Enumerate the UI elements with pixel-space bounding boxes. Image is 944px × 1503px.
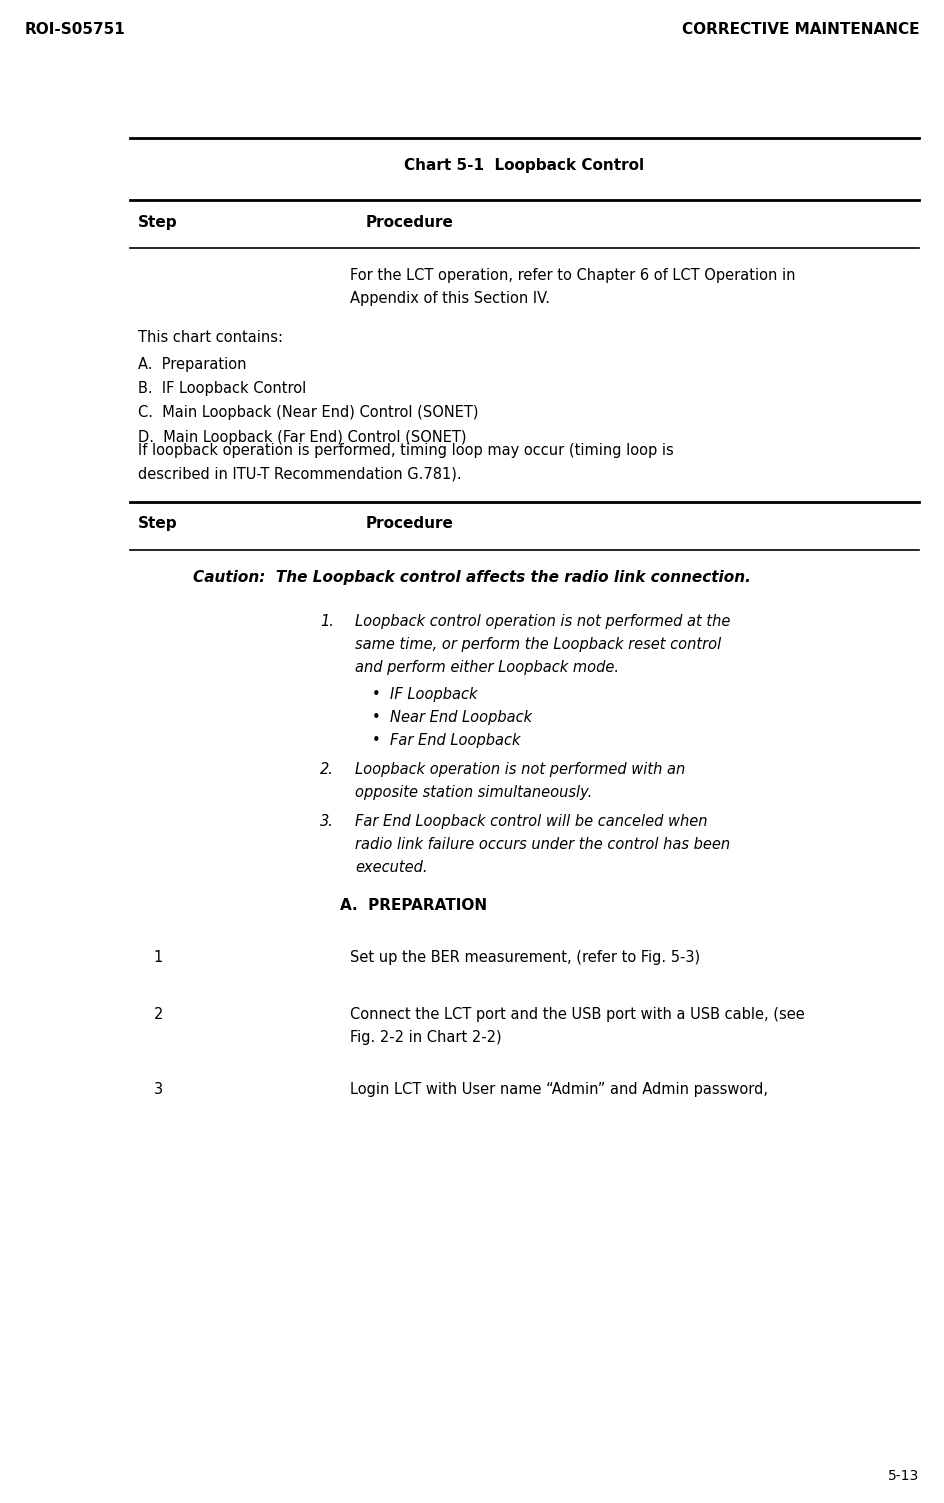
Text: radio link failure occurs under the control has been: radio link failure occurs under the cont… <box>355 837 730 852</box>
Text: This chart contains:: This chart contains: <box>138 331 283 346</box>
Text: A.  Preparation: A. Preparation <box>138 356 246 371</box>
Text: Loopback operation is not performed with an: Loopback operation is not performed with… <box>355 762 685 777</box>
Text: executed.: executed. <box>355 860 428 875</box>
Text: 5-13: 5-13 <box>887 1468 919 1483</box>
Text: Connect the LCT port and the USB port with a USB cable, (see: Connect the LCT port and the USB port wi… <box>350 1007 804 1022</box>
Text: D.  Main Loopback (Far End) Control (SONET): D. Main Loopback (Far End) Control (SONE… <box>138 430 466 445</box>
Text: •: • <box>372 733 380 748</box>
Text: 3: 3 <box>154 1082 163 1097</box>
Text: ROI-S05751: ROI-S05751 <box>25 23 126 38</box>
Text: 2: 2 <box>154 1007 163 1022</box>
Text: 2.: 2. <box>320 762 334 777</box>
Text: and perform either Loopback mode.: and perform either Loopback mode. <box>355 660 619 675</box>
Text: Login LCT with User name “Admin” and Admin password,: Login LCT with User name “Admin” and Adm… <box>350 1082 768 1097</box>
Text: Loopback control operation is not performed at the: Loopback control operation is not perfor… <box>355 615 731 628</box>
Text: Chart 5-1  Loopback Control: Chart 5-1 Loopback Control <box>404 158 645 173</box>
Text: Far End Loopback: Far End Loopback <box>390 733 520 748</box>
Text: Fig. 2-2 in Chart 2-2): Fig. 2-2 in Chart 2-2) <box>350 1030 501 1045</box>
Text: Far End Loopback control will be canceled when: Far End Loopback control will be cancele… <box>355 815 707 830</box>
Text: same time, or perform the Loopback reset control: same time, or perform the Loopback reset… <box>355 637 721 652</box>
Text: described in ITU-T Recommendation G.781).: described in ITU-T Recommendation G.781)… <box>138 466 462 481</box>
Text: •: • <box>372 687 380 702</box>
Text: CORRECTIVE MAINTENANCE: CORRECTIVE MAINTENANCE <box>682 23 919 38</box>
Text: C.  Main Loopback (Near End) Control (SONET): C. Main Loopback (Near End) Control (SON… <box>138 406 479 421</box>
Text: 3.: 3. <box>320 815 334 830</box>
Text: Step: Step <box>138 215 177 230</box>
Text: Procedure: Procedure <box>366 215 454 230</box>
Text: For the LCT operation, refer to Chapter 6 of LCT Operation in: For the LCT operation, refer to Chapter … <box>350 268 796 283</box>
Text: Near End Loopback: Near End Loopback <box>390 709 532 724</box>
Text: Procedure: Procedure <box>366 516 454 531</box>
Text: 1.: 1. <box>320 615 334 628</box>
Text: IF Loopback: IF Loopback <box>390 687 478 702</box>
Text: Step: Step <box>138 516 177 531</box>
Text: Set up the BER measurement, (refer to Fig. 5-3): Set up the BER measurement, (refer to Fi… <box>350 950 700 965</box>
Text: Caution:  The Loopback control affects the radio link connection.: Caution: The Loopback control affects th… <box>193 570 750 585</box>
Text: If loopback operation is performed, timing loop may occur (timing loop is: If loopback operation is performed, timi… <box>138 443 674 458</box>
Text: A.  PREPARATION: A. PREPARATION <box>340 897 487 912</box>
Text: opposite station simultaneously.: opposite station simultaneously. <box>355 785 592 800</box>
Text: •: • <box>372 709 380 724</box>
Text: Appendix of this Section IV.: Appendix of this Section IV. <box>350 292 550 307</box>
Text: 1: 1 <box>154 950 163 965</box>
Text: B.  IF Loopback Control: B. IF Loopback Control <box>138 380 306 395</box>
